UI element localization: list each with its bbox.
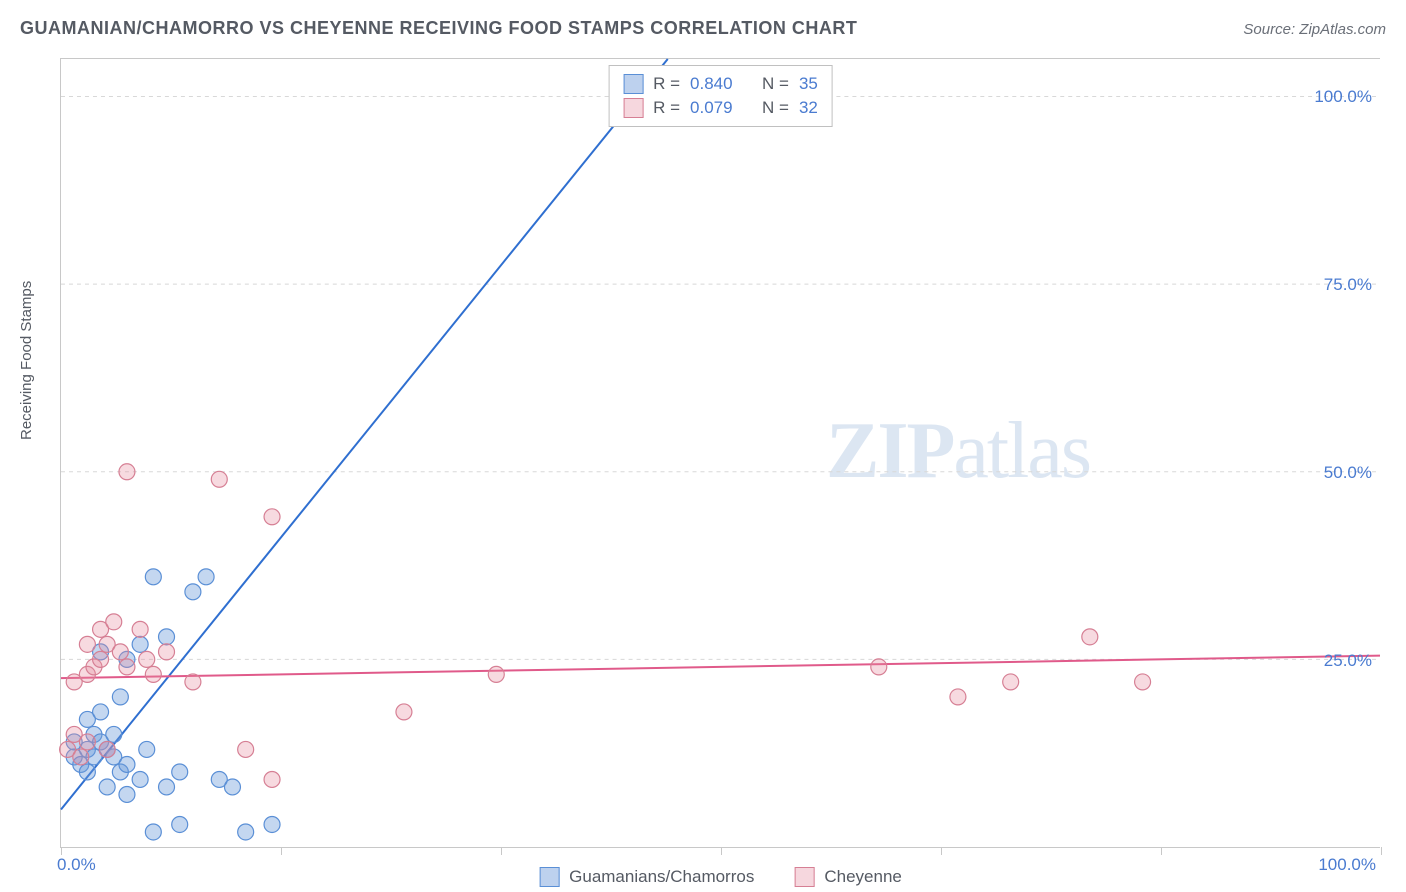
data-point <box>1003 674 1019 690</box>
swatch-blue-icon <box>539 867 559 887</box>
data-point <box>211 471 227 487</box>
chart-title: GUAMANIAN/CHAMORRO VS CHEYENNE RECEIVING… <box>20 18 857 39</box>
data-point <box>172 764 188 780</box>
data-point <box>119 464 135 480</box>
x-axis-max-label: 100.0% <box>1318 855 1376 875</box>
data-point <box>396 704 412 720</box>
data-point <box>198 569 214 585</box>
data-point <box>132 636 148 652</box>
data-point <box>238 741 254 757</box>
data-point <box>99 741 115 757</box>
source-name: ZipAtlas.com <box>1299 21 1386 38</box>
data-point <box>264 509 280 525</box>
r-value: 0.079 <box>690 98 733 118</box>
data-point <box>871 659 887 675</box>
data-point <box>112 689 128 705</box>
swatch-blue-icon <box>623 74 643 94</box>
data-point <box>145 824 161 840</box>
data-point <box>264 817 280 833</box>
x-axis-min-label: 0.0% <box>57 855 96 875</box>
legend-label: Guamanians/Chamorros <box>569 867 754 887</box>
x-tick <box>501 847 502 855</box>
swatch-pink-icon <box>623 98 643 118</box>
correlation-legend: R = 0.840 N = 35 R = 0.079 N = 32 <box>608 65 833 127</box>
series-legend: Guamanians/Chamorros Cheyenne <box>539 867 902 887</box>
chart-header: GUAMANIAN/CHAMORRO VS CHEYENNE RECEIVING… <box>20 18 1386 39</box>
data-point <box>93 704 109 720</box>
x-tick <box>941 847 942 855</box>
x-tick <box>1381 847 1382 855</box>
data-point <box>132 621 148 637</box>
data-point <box>238 824 254 840</box>
x-tick <box>281 847 282 855</box>
r-label: R = <box>653 98 680 118</box>
legend-item: Guamanians/Chamorros <box>539 867 754 887</box>
data-point <box>185 584 201 600</box>
data-point <box>139 651 155 667</box>
y-tick-label: 75.0% <box>1324 275 1372 295</box>
data-point <box>172 817 188 833</box>
y-tick-label: 25.0% <box>1324 651 1372 671</box>
x-tick <box>1161 847 1162 855</box>
data-point <box>488 666 504 682</box>
n-value: 32 <box>799 98 818 118</box>
y-axis-label: Receiving Food Stamps <box>18 281 35 440</box>
data-point <box>119 756 135 772</box>
data-point <box>224 779 240 795</box>
n-label: N = <box>762 98 789 118</box>
data-point <box>950 689 966 705</box>
data-point <box>79 734 95 750</box>
data-point <box>112 644 128 660</box>
x-tick <box>721 847 722 855</box>
data-point <box>145 666 161 682</box>
data-point <box>119 659 135 675</box>
data-point <box>1135 674 1151 690</box>
y-tick-label: 50.0% <box>1324 463 1372 483</box>
data-point <box>99 779 115 795</box>
data-point <box>159 779 175 795</box>
n-label: N = <box>762 74 789 94</box>
data-point <box>185 674 201 690</box>
x-tick <box>61 847 62 855</box>
source-attribution: Source: ZipAtlas.com <box>1243 21 1386 38</box>
legend-row: R = 0.840 N = 35 <box>623 72 818 96</box>
data-point <box>93 651 109 667</box>
data-point <box>79 636 95 652</box>
data-point <box>79 764 95 780</box>
data-point <box>119 786 135 802</box>
legend-item: Cheyenne <box>794 867 902 887</box>
data-point <box>159 644 175 660</box>
scatter-plot-svg <box>61 59 1380 847</box>
legend-row: R = 0.079 N = 32 <box>623 96 818 120</box>
r-label: R = <box>653 74 680 94</box>
n-value: 35 <box>799 74 818 94</box>
data-point <box>145 569 161 585</box>
swatch-pink-icon <box>794 867 814 887</box>
source-prefix: Source: <box>1243 21 1299 38</box>
y-tick-label: 100.0% <box>1314 87 1372 107</box>
data-point <box>106 614 122 630</box>
data-point <box>139 741 155 757</box>
data-point <box>264 771 280 787</box>
data-point <box>106 726 122 742</box>
data-point <box>159 629 175 645</box>
data-point <box>1082 629 1098 645</box>
legend-label: Cheyenne <box>824 867 902 887</box>
chart-plot-area: ZIPatlas R = 0.840 N = 35 R = 0.079 N = … <box>60 58 1380 848</box>
r-value: 0.840 <box>690 74 733 94</box>
data-point <box>132 771 148 787</box>
data-point <box>73 749 89 765</box>
